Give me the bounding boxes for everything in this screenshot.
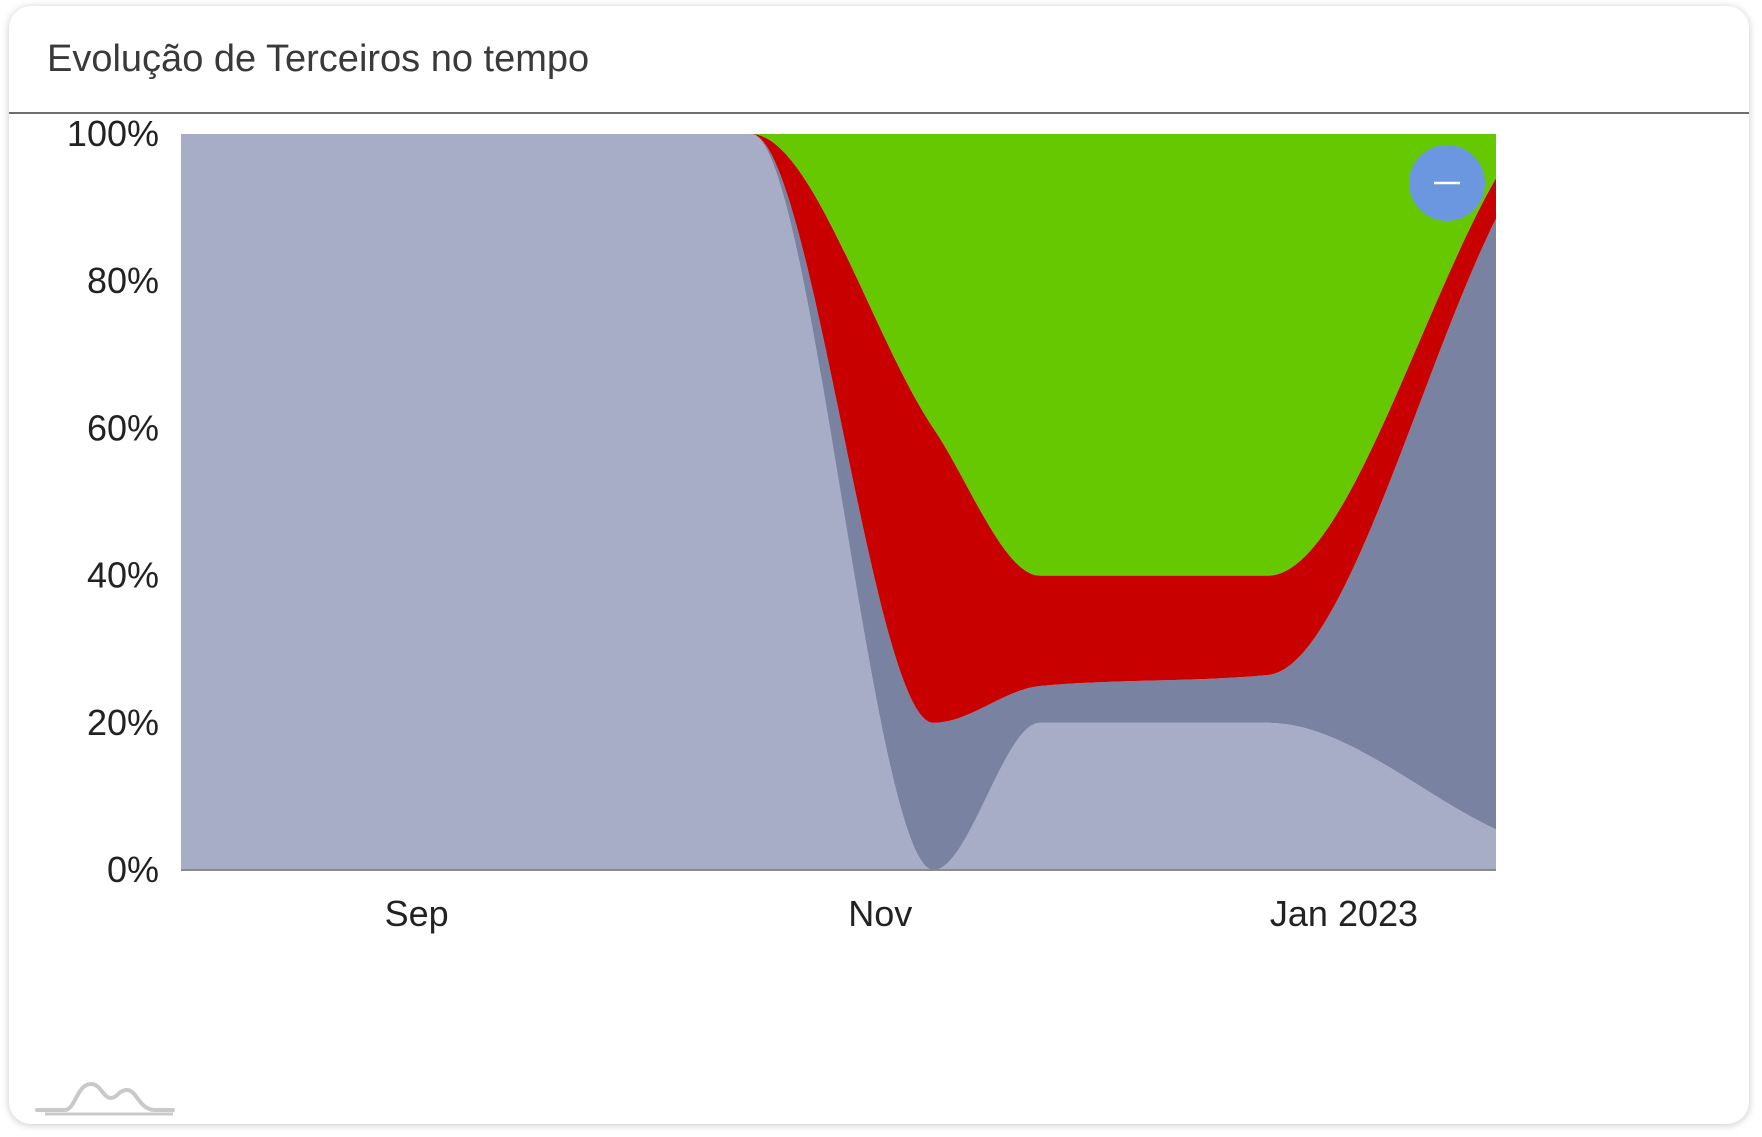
area-series-4[interactable]	[181, 134, 1496, 576]
x-axis-ticks: Sep Nov Jan 2023	[385, 893, 1418, 934]
area-series-1[interactable]	[181, 134, 1496, 870]
card-title: Evolução de Terceiros no tempo	[47, 38, 590, 80]
y-tick-label: 0%	[107, 849, 159, 890]
y-tick-label: 60%	[87, 407, 159, 448]
zoom-reset-button[interactable]	[1409, 145, 1485, 221]
area-series-group	[181, 134, 1496, 870]
x-tick-label: Jan 2023	[1270, 893, 1418, 934]
area-series-2[interactable]	[181, 134, 1496, 870]
x-tick-label: Sep	[385, 893, 449, 934]
y-axis-ticks: 0% 20% 40% 60% 80% 100%	[67, 113, 159, 890]
stacked-area-chart: 0% 20% 40% 60% 80% 100% Sep Nov Jan 2023	[67, 113, 1496, 934]
card-header: Evolução de Terceiros no tempo	[9, 6, 1749, 114]
chart-card: Evolução de Terceiros no tempo 0% 20% 40% 6…	[9, 6, 1749, 1124]
x-tick-label: Nov	[848, 893, 912, 934]
y-tick-label: 100%	[67, 113, 159, 154]
y-tick-label: 40%	[87, 555, 159, 596]
y-tick-label: 80%	[87, 260, 159, 301]
brand-logo-icon	[35, 1081, 175, 1116]
y-tick-label: 20%	[87, 702, 159, 743]
